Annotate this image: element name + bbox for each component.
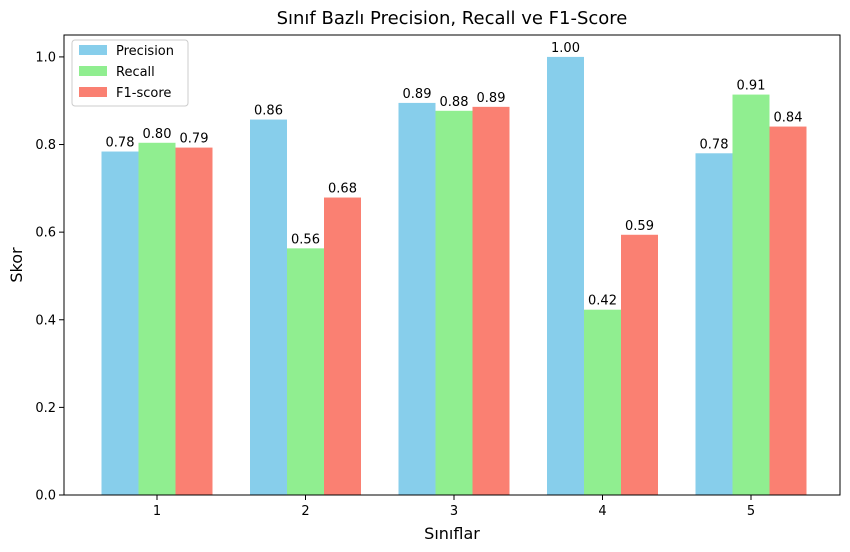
data-label: 0.59 (625, 219, 654, 234)
x-tick-label: 5 (747, 504, 755, 519)
bar-f1-score-class-4 (621, 234, 658, 495)
x-tick-label: 4 (598, 504, 606, 519)
bar-f1-score-class-5 (769, 126, 807, 496)
x-tick-label: 2 (301, 504, 309, 519)
data-label: 0.42 (588, 294, 617, 309)
bar-recall-class-4 (584, 309, 621, 495)
bar-precision-class-2 (250, 119, 287, 496)
legend-swatch-f1-score (79, 87, 107, 97)
bar-f1-score-class-3 (472, 106, 510, 495)
y-axis-title: Skor (7, 247, 26, 283)
plot-area: 0.78 0.86 0.89 1.00 0.78 0.80 0.56 0.88 0.42 0.91… (101, 41, 807, 496)
bar-f1-score-class-1 (175, 147, 213, 496)
data-label: 0.88 (440, 95, 469, 110)
data-label: 0.78 (106, 136, 135, 151)
bar-recall-class-2 (287, 248, 324, 495)
data-label: 0.86 (254, 104, 283, 119)
bar-precision-class-4 (547, 56, 584, 496)
x-tick-label: 3 (450, 504, 458, 519)
data-label: 0.84 (774, 111, 803, 126)
y-tick-label: 0.6 (35, 226, 56, 241)
chart-title: Sınıf Bazlı Precision, Recall ve F1-Scor… (277, 8, 628, 29)
data-label: 1.00 (551, 41, 580, 56)
data-label: 0.89 (477, 91, 506, 106)
data-label: 0.89 (403, 87, 432, 102)
y-tick-label: 0.8 (35, 138, 56, 153)
legend: Precision Recall F1-score (71, 39, 189, 107)
bar-precision-class-1 (101, 151, 139, 496)
data-label: 0.56 (291, 232, 320, 247)
data-label: 0.78 (700, 137, 729, 152)
data-label: 0.91 (737, 79, 766, 94)
y-tick-label: 0.2 (35, 401, 56, 416)
x-tick-label: 1 (153, 504, 161, 519)
y-tick-label: 0.4 (35, 313, 56, 328)
y-axis: 0.0 0.2 0.4 0.6 0.8 1.0 (35, 50, 64, 504)
bar-recall-class-1 (138, 142, 176, 495)
data-label: 0.79 (180, 132, 209, 147)
bar-recall-class-3 (435, 110, 473, 496)
legend-label-f1-score: F1-score (116, 86, 171, 101)
legend-label-precision: Precision (116, 44, 174, 59)
legend-swatch-recall (79, 66, 107, 76)
legend-swatch-precision (79, 45, 107, 55)
legend-label-recall: Recall (116, 65, 155, 80)
bar-recall-class-5 (732, 94, 770, 495)
bar-precision-class-5 (695, 153, 733, 496)
plot-frame (63, 34, 841, 496)
bar-precision-class-3 (398, 102, 436, 496)
x-axis-title: Sınıflar (424, 524, 480, 543)
data-label: 0.68 (328, 182, 357, 197)
y-tick-label: 0.0 (35, 489, 56, 504)
y-tick-label: 1.0 (35, 50, 56, 65)
bar-f1-score-class-2 (324, 197, 361, 496)
x-axis: 1 2 3 4 5 (153, 495, 755, 519)
data-label: 0.80 (143, 127, 172, 142)
